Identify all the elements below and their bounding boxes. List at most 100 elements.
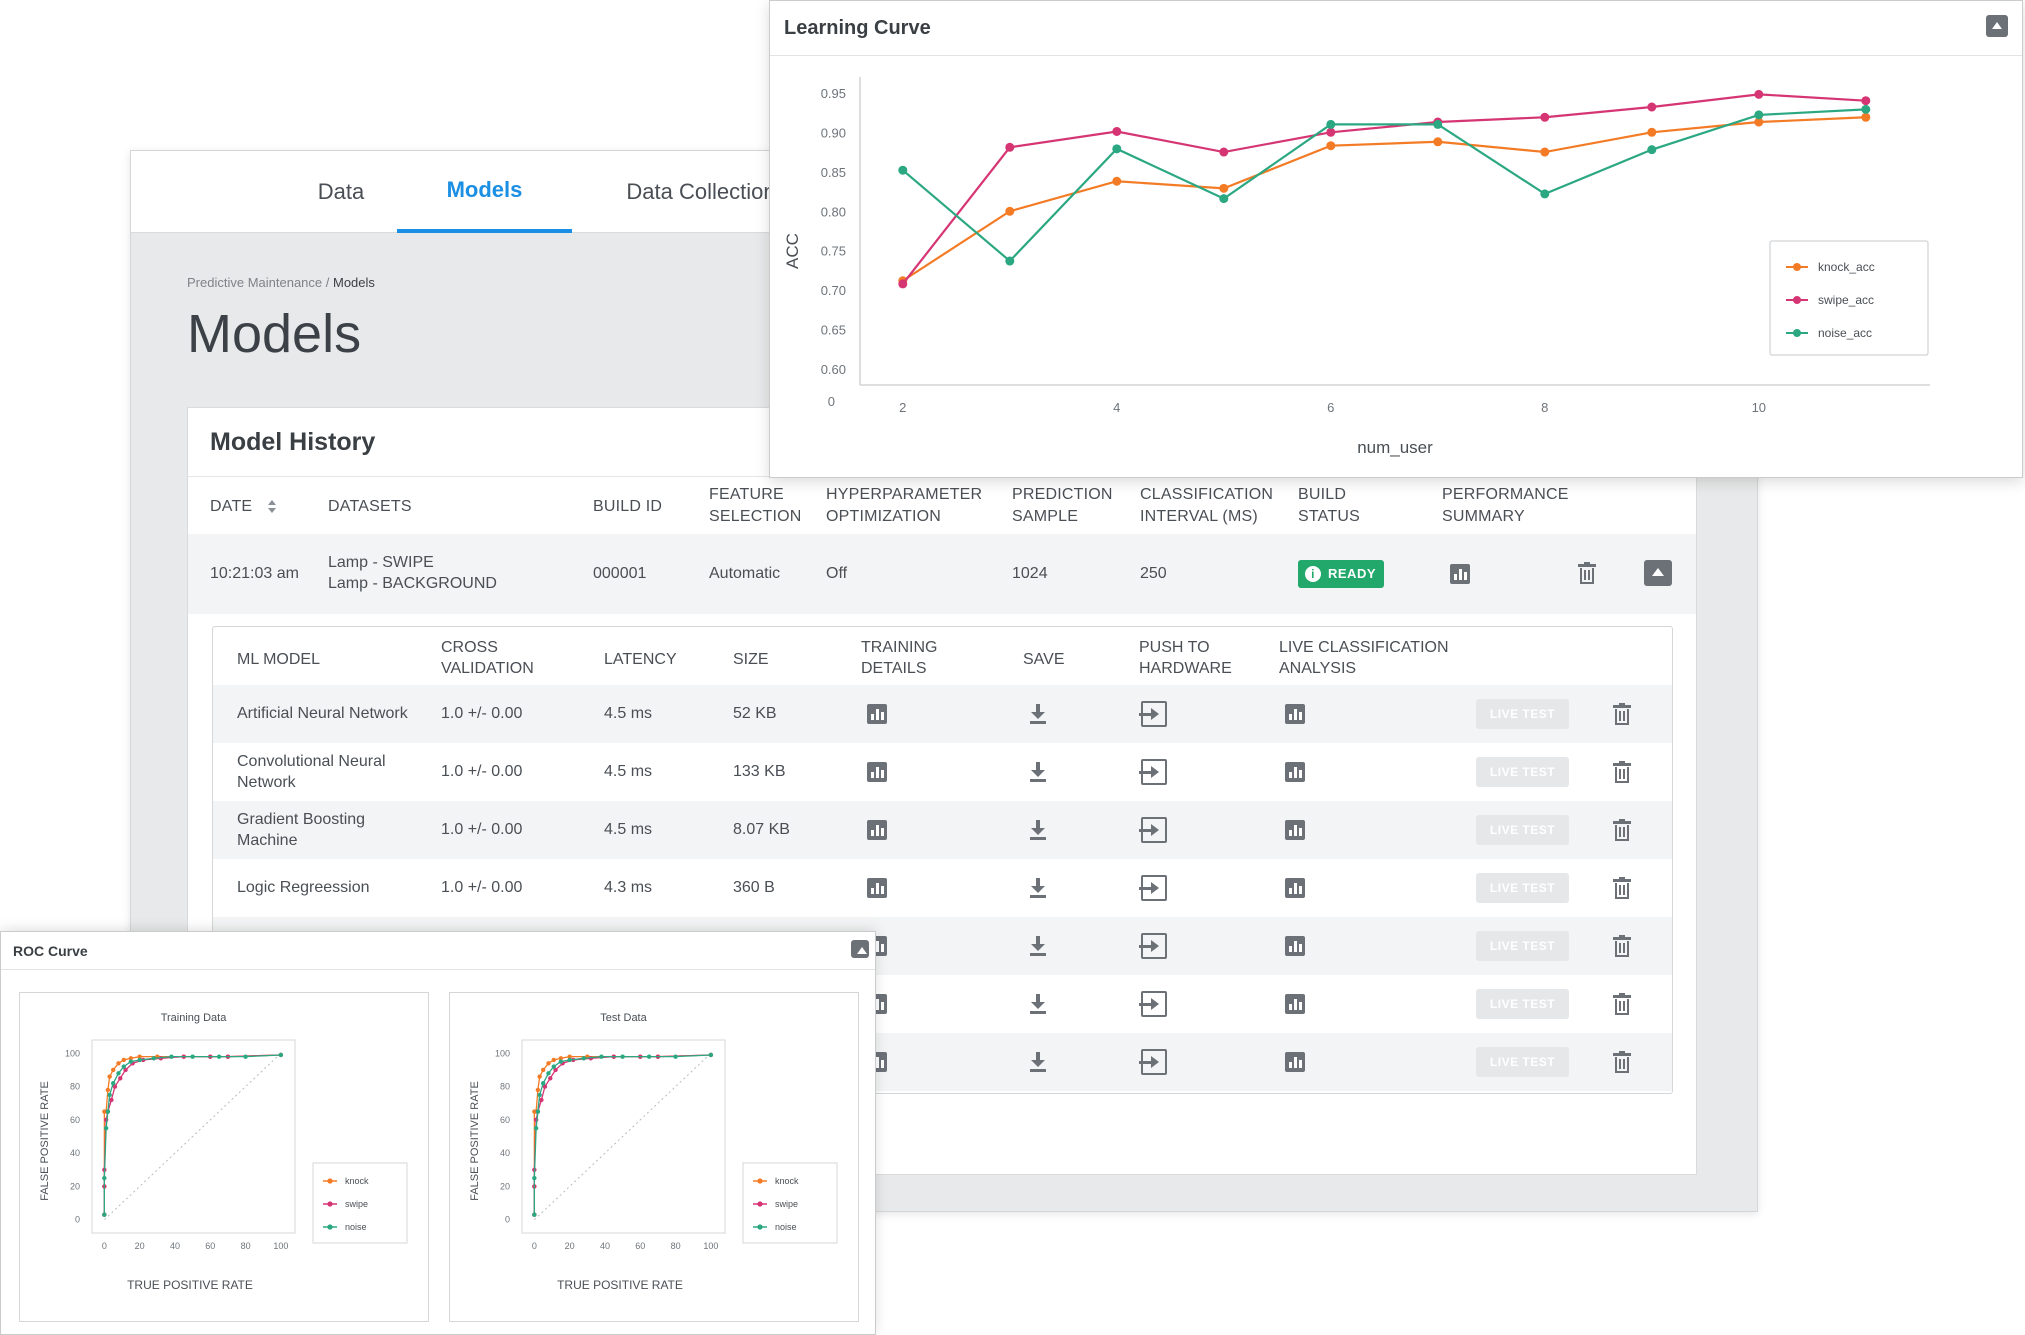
- roc-point-noise: [532, 1175, 537, 1181]
- data-point-swipe_acc: [1112, 126, 1122, 136]
- download-icon[interactable]: [1029, 936, 1047, 956]
- live-test-button[interactable]: LIVE TEST: [1476, 815, 1569, 845]
- y-tick-label: 0.90: [821, 125, 846, 140]
- sort-icon[interactable]: [267, 499, 277, 514]
- trash-icon[interactable]: [1613, 935, 1631, 957]
- row-feature-selection: Automatic: [709, 565, 781, 582]
- roc-point-knock: [551, 1057, 556, 1063]
- diagonal-reference: [534, 1052, 712, 1221]
- table-row[interactable]: 10:21:03 am Lamp - SWIPE Lamp - BACKGROU…: [188, 534, 1696, 614]
- live-analysis-icon[interactable]: [1285, 878, 1305, 898]
- push-to-hardware-icon[interactable]: [1139, 933, 1167, 959]
- y-tick-label: 0: [505, 1215, 510, 1225]
- roc-point-noise: [551, 1064, 556, 1069]
- live-test-button[interactable]: LIVE TEST: [1476, 989, 1569, 1019]
- performance-summary-icon[interactable]: [1450, 564, 1470, 584]
- live-test-button[interactable]: LIVE TEST: [1476, 757, 1569, 787]
- table-row[interactable]: Logic Regreession 1.0 +/- 0.00 4.3 ms 360 B…: [213, 859, 1672, 917]
- download-icon[interactable]: [1029, 878, 1047, 898]
- data-point-swipe_acc: [1326, 127, 1336, 137]
- roc-point-noise: [620, 1054, 625, 1059]
- live-analysis-icon[interactable]: [1285, 936, 1305, 956]
- live-test-button[interactable]: LIVE TEST: [1476, 873, 1569, 903]
- trash-icon[interactable]: [1578, 562, 1596, 584]
- model-history-title: Model History: [210, 428, 376, 456]
- download-icon[interactable]: [1029, 994, 1047, 1014]
- roc-point-noise: [599, 1054, 604, 1059]
- live-analysis-icon[interactable]: [1285, 762, 1305, 782]
- legend-marker: [1793, 296, 1801, 304]
- push-to-hardware-icon[interactable]: [1139, 1049, 1167, 1075]
- roc-point-noise: [532, 1212, 537, 1217]
- table-row[interactable]: Artificial Neural Network 1.0 +/- 0.00 4.5…: [213, 685, 1672, 743]
- push-to-hardware-icon[interactable]: [1139, 759, 1167, 785]
- tab-data-collection[interactable]: Data Collection: [626, 179, 776, 204]
- col-label-line2: SAMPLE: [1012, 508, 1079, 525]
- trash-icon[interactable]: [1613, 819, 1631, 841]
- live-test-button[interactable]: LIVE TEST: [1476, 1047, 1569, 1077]
- col-performance-summary: PERFORMANCE SUMMARY: [1442, 484, 1569, 528]
- model-name: Logic Regreession: [237, 877, 370, 898]
- table-row[interactable]: Convolutional Neural Network 1.0 +/- 0.00 4…: [213, 743, 1672, 801]
- trash-icon[interactable]: [1613, 993, 1631, 1015]
- y-tick-label: 60: [70, 1115, 80, 1125]
- trash-icon[interactable]: [1613, 761, 1631, 783]
- roc-point-swipe: [123, 1067, 128, 1073]
- live-analysis-icon[interactable]: [1285, 994, 1305, 1014]
- collapse-window-button[interactable]: [1986, 15, 2008, 37]
- table-row[interactable]: Gradient Boosting Machine 1.0 +/- 0.00 4.5 …: [213, 801, 1672, 859]
- download-icon[interactable]: [1029, 1052, 1047, 1072]
- model-name-line2: Network: [237, 774, 296, 791]
- table-row[interactable]: LIVE TEST: [213, 975, 1672, 1033]
- trash-icon[interactable]: [1613, 1051, 1631, 1073]
- col-label-line1: FEATURE: [709, 486, 784, 503]
- push-to-hardware-icon[interactable]: [1139, 701, 1167, 727]
- tab-models[interactable]: Models: [397, 151, 572, 233]
- training-details-icon[interactable]: [867, 704, 887, 724]
- roc-point-knock: [128, 1056, 134, 1061]
- legend-marker: [327, 1178, 333, 1184]
- live-analysis-icon[interactable]: [1285, 704, 1305, 724]
- plot-frame: [91, 1039, 296, 1234]
- push-to-hardware-icon[interactable]: [1139, 817, 1167, 843]
- col-label-line1: CLASSIFICATION: [1140, 486, 1274, 503]
- col-label-line2: STATUS: [1298, 508, 1360, 525]
- roc-point-swipe: [539, 1097, 544, 1103]
- training-details-icon[interactable]: [867, 762, 887, 782]
- roc-point-noise: [102, 1212, 107, 1217]
- download-icon[interactable]: [1029, 762, 1047, 782]
- col-build-status: BUILD STATUS: [1298, 484, 1360, 528]
- download-icon[interactable]: [1029, 820, 1047, 840]
- row-hyperparameter: Off: [826, 565, 848, 582]
- collapse-row-button[interactable]: [1644, 560, 1672, 586]
- legend-marker: [757, 1224, 763, 1230]
- push-to-hardware-icon[interactable]: [1139, 875, 1167, 901]
- x-axis-label: TRUE POSITIVE RATE: [127, 1278, 253, 1292]
- y-tick-label: 60: [500, 1115, 510, 1125]
- training-details-icon[interactable]: [867, 878, 887, 898]
- live-analysis-icon[interactable]: [1285, 820, 1305, 840]
- tab-data[interactable]: Data: [317, 179, 365, 204]
- push-to-hardware-icon[interactable]: [1139, 991, 1167, 1017]
- live-analysis-icon[interactable]: [1285, 1052, 1305, 1072]
- trash-icon[interactable]: [1613, 703, 1631, 725]
- roc-point-noise: [137, 1057, 142, 1063]
- roc-point-noise: [537, 1092, 542, 1098]
- roc-panel-training: Training Data 0 20 40 60 80 100 0 20 40 60 80 100 TRU…: [19, 992, 429, 1322]
- col-classification-interval: CLASSIFICATION INTERVAL (ms): [1140, 484, 1273, 528]
- legend-label: noise: [345, 1222, 367, 1232]
- x-tick-label: 0: [532, 1241, 537, 1251]
- trash-icon[interactable]: [1613, 877, 1631, 899]
- size-value: 8.07 KB: [733, 821, 790, 838]
- breadcrumb-parent[interactable]: Predictive Maintenance: [187, 275, 323, 290]
- download-icon[interactable]: [1029, 704, 1047, 724]
- col-prediction-sample: PREDICTION SAMPLE: [1012, 484, 1113, 528]
- y-tick-label: 0: [75, 1215, 80, 1225]
- training-details-icon[interactable]: [867, 820, 887, 840]
- col-date[interactable]: DATE: [210, 496, 277, 518]
- live-test-button[interactable]: LIVE TEST: [1476, 699, 1569, 729]
- live-test-button[interactable]: LIVE TEST: [1476, 931, 1569, 961]
- collapse-window-button[interactable]: [851, 940, 869, 958]
- y-tick-label: 0.85: [821, 165, 846, 180]
- roc-point-knock: [535, 1087, 541, 1093]
